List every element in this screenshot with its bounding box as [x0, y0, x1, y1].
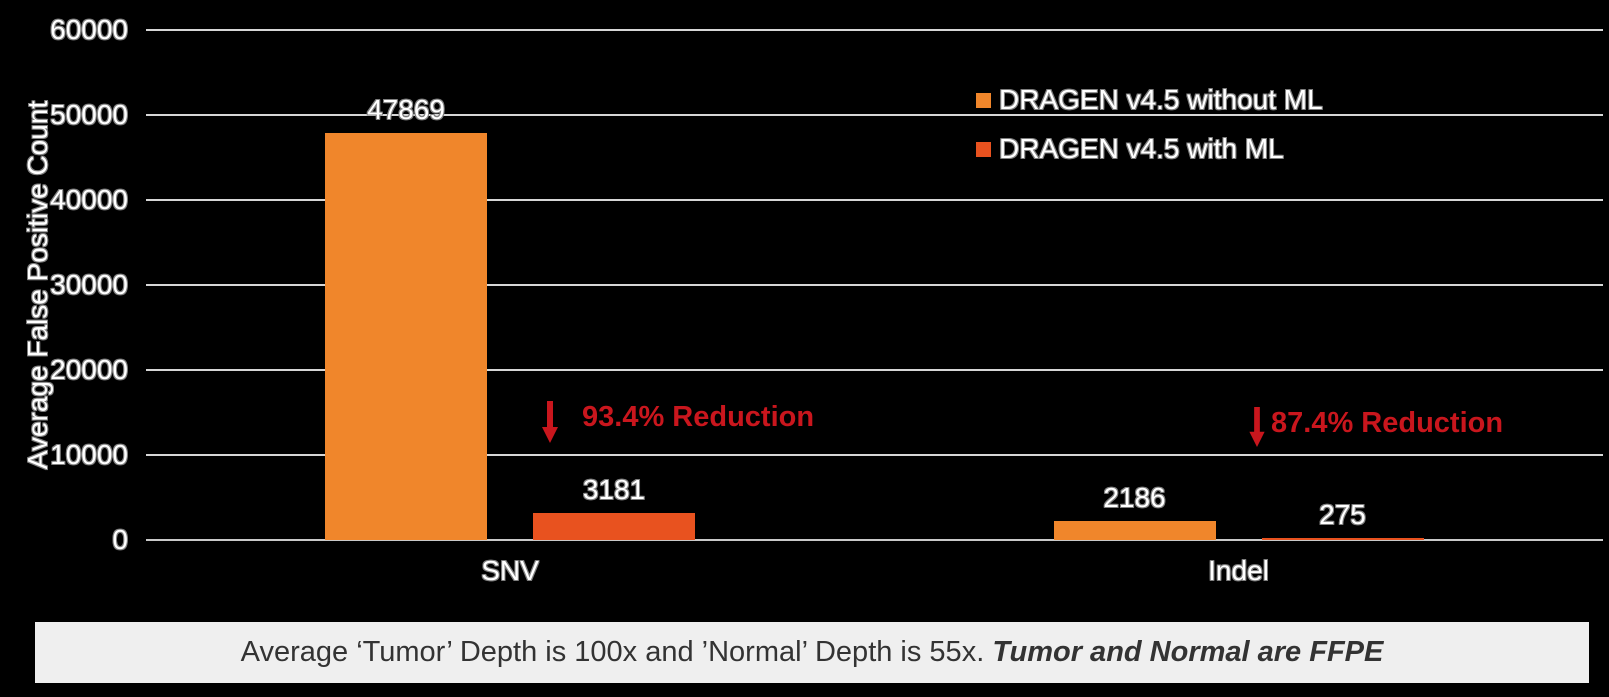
x-category-label: SNV	[481, 555, 539, 586]
bar-indel-with-ml	[1261, 538, 1424, 540]
bar-value-label: 2186	[1103, 482, 1166, 514]
gridline	[146, 29, 1603, 31]
bar-value-label: 275	[1319, 498, 1366, 530]
legend-label: DRAGEN v4.5 with ML	[999, 133, 1284, 164]
annotation-text: 87.4% Reduction	[1271, 407, 1504, 439]
down-arrow-icon	[1249, 407, 1265, 447]
legend: DRAGEN v4.5 without ML DRAGEN v4.5 with …	[976, 85, 1323, 183]
y-tick-label: 20000	[50, 354, 128, 385]
y-tick-label: 0	[112, 524, 128, 555]
annotation-indel-reduction: 87.4% Reduction	[1249, 407, 1503, 447]
y-tick-label: 10000	[50, 439, 128, 470]
y-tick-label: 50000	[50, 99, 128, 130]
bar-snv-without-ml	[325, 133, 487, 540]
legend-label: DRAGEN v4.5 without ML	[999, 84, 1323, 115]
y-tick-label: 40000	[50, 184, 128, 215]
gridline	[146, 369, 1603, 371]
bar-value-label: 3181	[582, 473, 646, 505]
bar-value-label: 47869	[367, 94, 445, 126]
legend-swatch-without-ml-icon	[976, 92, 991, 108]
gridline	[146, 284, 1603, 286]
x-axis-line	[146, 539, 1603, 541]
gridline	[146, 199, 1603, 201]
x-category-label: Indel	[1208, 555, 1269, 586]
down-arrow-icon	[542, 401, 558, 443]
caption-strip: Average ‘Tumor’ Depth is 100x and ’Norma…	[35, 622, 1589, 683]
legend-swatch-with-ml-icon	[976, 141, 991, 157]
gridline	[146, 114, 1603, 116]
caption-emphasis: Tumor and Normal are FFPE	[992, 636, 1384, 668]
annotation-text: 93.4% Reduction	[582, 401, 815, 433]
y-tick-label: 60000	[50, 14, 128, 45]
bar-snv-with-ml	[533, 513, 695, 540]
bar-indel-without-ml	[1053, 521, 1216, 540]
y-tick-label: 30000	[50, 269, 128, 300]
caption-text: Average ‘Tumor’ Depth is 100x and ’Norma…	[240, 636, 1384, 668]
annotation-snv-reduction: 93.4% Reduction	[542, 401, 814, 443]
gridline	[146, 454, 1603, 456]
legend-item-without-ml: DRAGEN v4.5 without ML	[976, 85, 1323, 115]
legend-item-with-ml: DRAGEN v4.5 with ML	[976, 134, 1323, 164]
